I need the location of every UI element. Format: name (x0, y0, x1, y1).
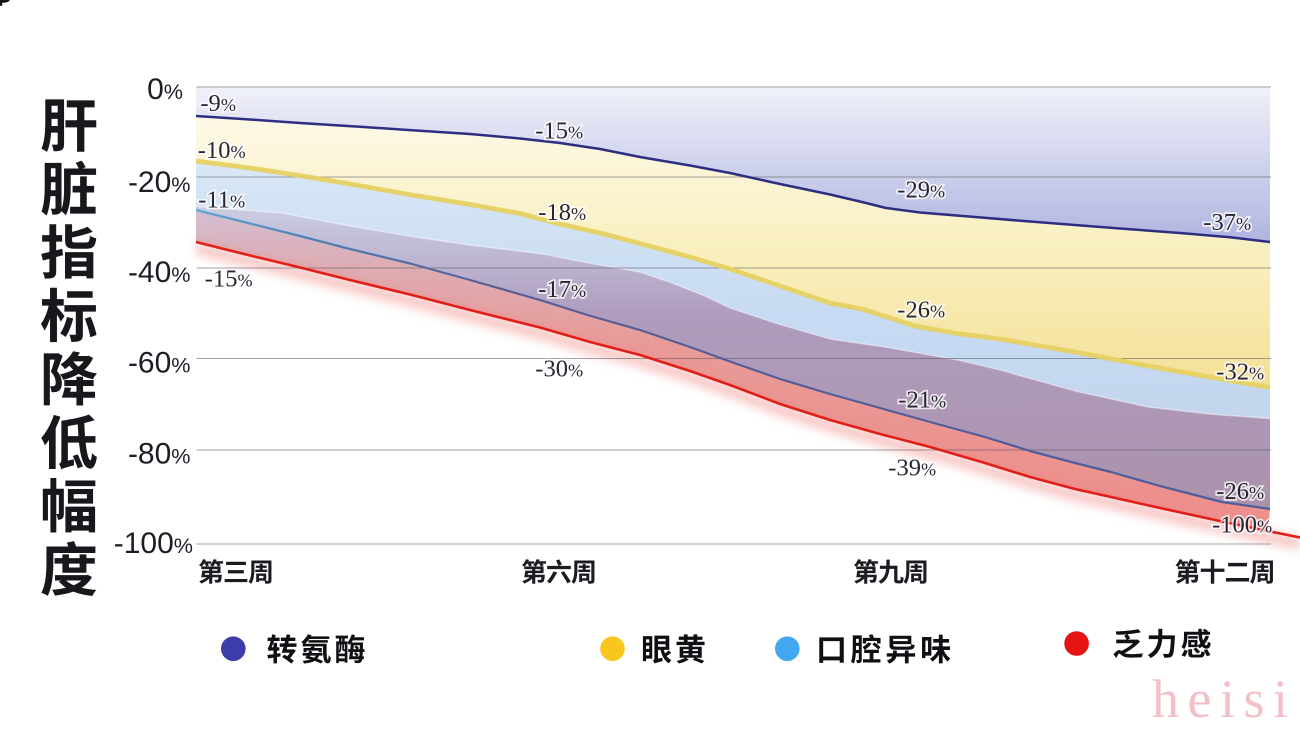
svg-text:-30%: -30% (535, 355, 583, 382)
svg-text:-9%: -9% (200, 90, 236, 117)
svg-text:-37%: -37% (1203, 209, 1251, 236)
svg-text:-39%: -39% (888, 454, 936, 481)
svg-text:-17%: -17% (538, 276, 586, 303)
svg-text:-40%: -40% (128, 256, 191, 289)
svg-text:-26%: -26% (1216, 478, 1264, 505)
svg-text:-100%: -100% (1212, 511, 1272, 538)
svg-text:-60%: -60% (128, 346, 191, 379)
svg-text:-80%: -80% (128, 437, 191, 470)
svg-text:-18%: -18% (538, 199, 586, 226)
svg-text:-20%: -20% (128, 166, 191, 199)
svg-text:-21%: -21% (898, 386, 946, 413)
svg-text:-100%: -100% (114, 527, 193, 560)
svg-text:heisi: heisi (1152, 669, 1297, 729)
svg-text:-29%: -29% (897, 177, 945, 204)
svg-text:-11%: -11% (198, 186, 245, 213)
svg-text:-15%: -15% (535, 117, 583, 144)
svg-text:-32%: -32% (1216, 358, 1264, 385)
svg-text:-15%: -15% (205, 265, 253, 292)
svg-text:-26%: -26% (897, 296, 945, 323)
svg-text:0%: 0% (147, 73, 183, 106)
svg-text:-10%: -10% (198, 137, 246, 164)
